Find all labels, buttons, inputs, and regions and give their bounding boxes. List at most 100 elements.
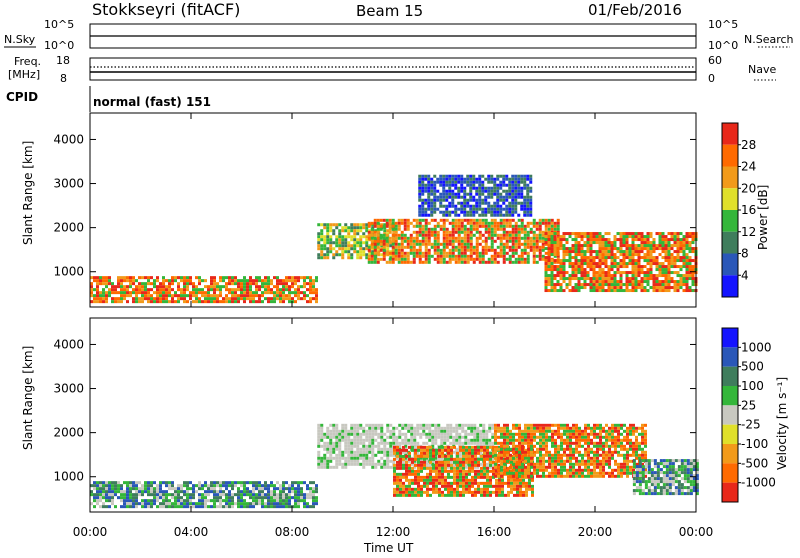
power-cell: [599, 259, 602, 262]
velocity-cell: [509, 442, 512, 445]
velocity-cell: [338, 463, 341, 466]
velocity-cell: [338, 460, 341, 463]
power-cell: [560, 259, 563, 262]
power-cell: [457, 196, 460, 199]
power-cell: [270, 291, 273, 294]
velocity-cell: [480, 467, 483, 470]
power-cell: [234, 300, 237, 303]
velocity-cell: [524, 469, 527, 472]
power-cell: [635, 259, 638, 262]
power-cell: [457, 187, 460, 190]
velocity-cell: [434, 430, 437, 433]
velocity-cell: [524, 439, 527, 442]
power-cell: [442, 211, 445, 214]
power-cell: [138, 276, 141, 279]
velocity-cell: [513, 482, 516, 485]
power-cell: [677, 238, 680, 241]
velocity-cell: [329, 451, 332, 454]
power-cell: [683, 256, 686, 259]
power-cell: [138, 282, 141, 285]
velocity-cell: [356, 457, 359, 460]
power-cell: [264, 288, 267, 291]
power-cell: [611, 256, 614, 259]
power-cell: [404, 261, 407, 264]
power-cell: [431, 228, 434, 231]
velocity-cell: [449, 436, 452, 439]
power-cell: [656, 256, 659, 259]
velocity-cell: [420, 491, 423, 494]
power-cell: [404, 246, 407, 249]
power-cell: [590, 277, 593, 280]
power-cell: [599, 253, 602, 256]
velocity-cell: [225, 499, 228, 502]
power-cell: [686, 244, 689, 247]
velocity-cell: [359, 448, 362, 451]
velocity-cell: [353, 454, 356, 457]
power-cell: [653, 247, 656, 250]
power-cell: [647, 241, 650, 244]
velocity-cell: [465, 449, 468, 452]
velocity-cell: [417, 461, 420, 464]
power-cell: [644, 259, 647, 262]
power-colorbar-label: Power [dB]: [756, 185, 770, 250]
power-cell: [448, 181, 451, 184]
power-cell: [578, 289, 581, 292]
power-cell: [503, 222, 506, 225]
power-cell: [401, 237, 404, 240]
power-cell: [418, 181, 421, 184]
power-cell: [523, 178, 526, 181]
velocity-cell: [231, 481, 234, 484]
velocity-cell: [255, 496, 258, 499]
power-cell: [449, 222, 452, 225]
power-cell: [120, 279, 123, 282]
velocity-cell: [489, 491, 492, 494]
power-cell: [524, 252, 527, 255]
power-cell: [533, 261, 536, 264]
power-cell: [596, 235, 599, 238]
power-cell: [442, 184, 445, 187]
power-cell: [521, 231, 524, 234]
velocity-cell: [147, 505, 150, 508]
velocity-cell: [404, 427, 407, 430]
power-cell: [222, 276, 225, 279]
velocity-cell: [408, 470, 411, 473]
power-cell: [647, 259, 650, 262]
velocity-cell: [450, 446, 453, 449]
power-cell: [521, 219, 524, 222]
velocity-cell: [258, 502, 261, 505]
power-cell: [557, 247, 560, 250]
power-cell: [455, 219, 458, 222]
power-cell: [517, 214, 520, 217]
power-cell: [427, 187, 430, 190]
velocity-cell: [147, 481, 150, 484]
velocity-cell: [198, 496, 201, 499]
power-cell: [533, 222, 536, 225]
power-cell: [323, 223, 326, 226]
power-cell: [529, 208, 532, 211]
power-cell: [548, 274, 551, 277]
power-cell: [557, 238, 560, 241]
velocity-cell: [270, 499, 273, 502]
velocity-cell: [344, 439, 347, 442]
velocity-cell: [440, 442, 443, 445]
power-cell: [463, 193, 466, 196]
power-cell: [512, 261, 515, 264]
power-cell: [505, 193, 508, 196]
velocity-cell: [453, 467, 456, 470]
power-cell: [590, 232, 593, 235]
power-cell: [620, 283, 623, 286]
velocity-cell: [483, 485, 486, 488]
power-cell: [341, 238, 344, 241]
power-cell: [434, 228, 437, 231]
velocity-cell: [486, 467, 489, 470]
velocity-cell: [315, 487, 318, 490]
power-cell: [656, 232, 659, 235]
velocity-cell: [159, 493, 162, 496]
power-colorbar-tick-label: 4: [741, 268, 749, 282]
power-cell: [380, 219, 383, 222]
power-cell: [252, 294, 255, 297]
velocity-cell: [423, 461, 426, 464]
velocity-cell: [435, 485, 438, 488]
velocity-cell: [93, 505, 96, 508]
power-cell: [569, 277, 572, 280]
